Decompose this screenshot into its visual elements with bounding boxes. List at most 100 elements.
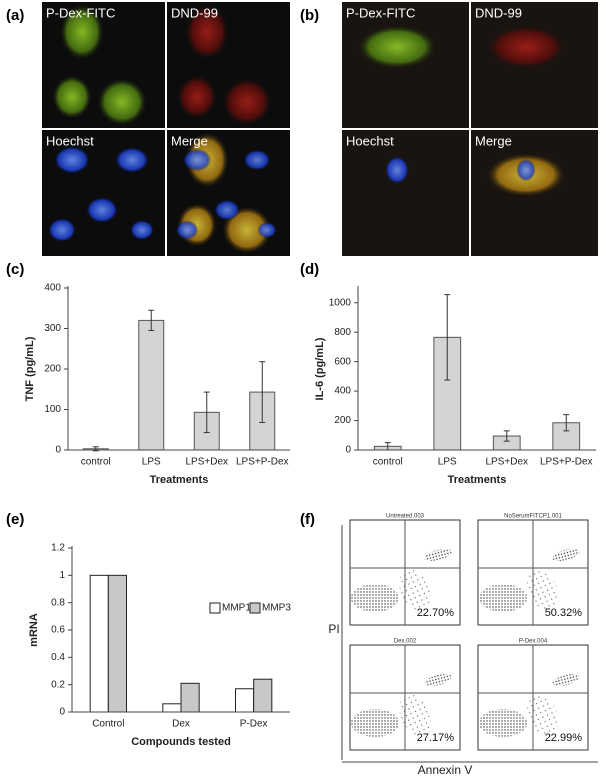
x-axis-label: Treatments	[448, 474, 507, 486]
y-tick-label: 0.4	[51, 652, 65, 663]
x-tick-label: control	[373, 457, 403, 468]
flow-title: P-Dex.004	[519, 639, 548, 645]
y-tick-label: 200	[44, 364, 61, 375]
cell	[385, 156, 409, 184]
x-axis-label: Compounds tested	[131, 736, 231, 748]
cell	[185, 4, 229, 60]
cell-cloud	[424, 548, 452, 562]
y-axis-label: TNF (pg/mL)	[24, 336, 36, 401]
bar	[235, 688, 255, 713]
channel-label: Merge	[171, 133, 208, 148]
cell	[97, 78, 147, 126]
nucleus	[257, 222, 277, 238]
cell	[130, 220, 154, 240]
y-tick-label: 400	[44, 283, 61, 294]
cell-cloud	[351, 709, 399, 737]
cell	[222, 78, 272, 126]
legend-label: MMP3	[262, 603, 291, 614]
nucleus	[182, 148, 212, 172]
y-axis-label: IL-6 (pg/mL)	[314, 337, 326, 400]
cell-cloud	[527, 569, 559, 611]
channel-label: DND-99	[475, 5, 522, 20]
flow-percent: 27.17%	[417, 732, 455, 744]
channel-label: Hoechst	[346, 133, 394, 148]
cell	[54, 146, 90, 174]
error-bar	[503, 430, 510, 442]
panel-label: (e)	[6, 511, 24, 528]
flow-title: Untreated.003	[386, 514, 425, 520]
cell	[357, 25, 437, 69]
y-tick-label: 0.2	[51, 679, 65, 690]
cell	[52, 75, 92, 119]
cell	[86, 197, 118, 223]
flow-percent: 50.32%	[545, 607, 583, 619]
cell-cloud	[399, 569, 431, 611]
y-tick-label: 0	[345, 445, 351, 456]
x-tick-label: Control	[92, 719, 124, 730]
cell-cloud	[479, 709, 527, 737]
y-tick-label: 100	[44, 404, 61, 415]
flow-y-label: PI	[328, 622, 339, 636]
y-tick-label: 1.2	[51, 543, 65, 554]
y-axis-label: mRNA	[28, 613, 40, 647]
error-bar	[563, 414, 570, 432]
y-tick-label: 0.8	[51, 597, 65, 608]
channel-label: DND-99	[171, 5, 218, 20]
cell	[177, 75, 217, 119]
legend-swatch	[249, 602, 261, 614]
flow-title: Dex.002	[394, 639, 417, 645]
bar	[138, 319, 165, 451]
y-tick-label: 200	[334, 415, 351, 426]
flow-percent: 22.70%	[417, 607, 455, 619]
flow-x-label: Annexin V	[418, 763, 473, 777]
panel-label: (b)	[300, 7, 319, 24]
x-tick-label: control	[81, 457, 111, 468]
y-tick-label: 0	[59, 707, 65, 718]
panel-label: (d)	[300, 261, 319, 278]
cell-cloud	[552, 673, 580, 687]
nucleus	[516, 158, 536, 182]
y-tick-label: 800	[334, 327, 351, 338]
y-tick-label: 0	[55, 445, 61, 456]
y-tick-label: 600	[334, 356, 351, 367]
x-tick-label: LPS+P-Dex	[540, 457, 593, 468]
channel-label: P-Dex-FITC	[346, 5, 415, 20]
bar	[253, 678, 273, 713]
bar	[89, 574, 109, 713]
x-tick-label: LPS+Dex	[485, 457, 528, 468]
cell-cloud	[424, 673, 452, 687]
cell-cloud	[479, 584, 527, 612]
error-bar	[444, 294, 451, 381]
y-tick-label: 300	[44, 323, 61, 334]
channel-label: Hoechst	[46, 133, 94, 148]
nucleus	[243, 149, 271, 171]
x-tick-label: LPS+Dex	[185, 457, 228, 468]
panel-label: (f)	[300, 511, 315, 528]
x-tick-label: LPS	[142, 457, 161, 468]
error-bar	[259, 361, 266, 423]
x-tick-label: LPS+P-Dex	[236, 457, 289, 468]
cell	[48, 218, 76, 242]
y-tick-label: 400	[334, 386, 351, 397]
flow-percent: 22.99%	[545, 732, 583, 744]
bar	[180, 682, 200, 713]
y-tick-label: 0.6	[51, 625, 65, 636]
legend-swatch	[209, 602, 221, 614]
channel-label: P-Dex-FITC	[46, 5, 115, 20]
bar	[162, 703, 182, 713]
x-tick-label: Dex	[172, 719, 190, 730]
cell	[486, 25, 566, 69]
cell-cloud	[351, 584, 399, 612]
cell-cloud	[527, 694, 559, 736]
nucleus	[214, 199, 240, 221]
cell-cloud	[552, 548, 580, 562]
panel-label: (a)	[6, 7, 24, 24]
bar	[107, 574, 128, 713]
y-tick-label: 1	[59, 570, 65, 581]
nucleus	[175, 220, 199, 240]
panel-label: (c)	[6, 261, 24, 278]
cell	[60, 4, 104, 60]
channel-label: Merge	[475, 133, 512, 148]
x-tick-label: P-Dex	[240, 719, 268, 730]
